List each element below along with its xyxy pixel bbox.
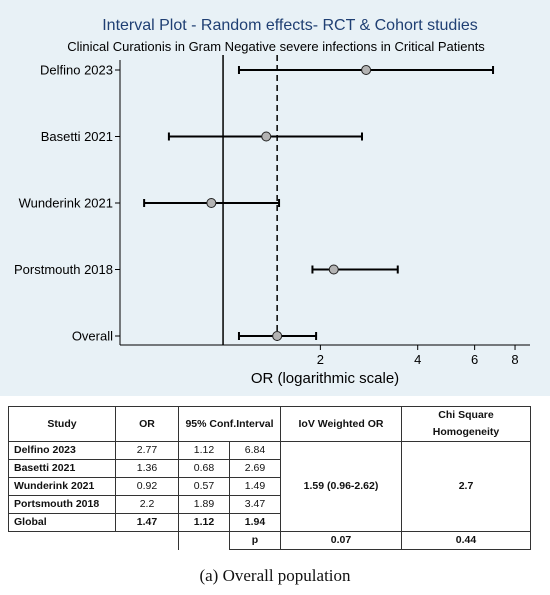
cell-or: 0.92: [115, 477, 179, 496]
header-conf-interval: 95% Conf.Interval: [178, 406, 281, 442]
point-estimate: [272, 331, 283, 341]
x-axis-label: OR (logarithmic scale): [251, 370, 399, 387]
cell-p-label: p: [228, 531, 282, 550]
header-study: Study: [8, 406, 116, 442]
point-estimate: [328, 264, 339, 275]
study-label: Wunderink 2021: [19, 196, 113, 211]
cell-ci-low: 1.12: [178, 441, 230, 460]
cell-or: 2.2: [115, 495, 179, 514]
x-tick-label: 8: [511, 352, 518, 367]
study-row: Wunderink 2021: [19, 196, 281, 211]
cell-p-chi: 0.44: [401, 531, 531, 550]
table-header-row: Study OR 95% Conf.Interval IoV Weighted …: [8, 406, 531, 442]
cell-study: Wunderink 2021: [8, 477, 116, 496]
x-tick-label: 2: [317, 352, 324, 367]
point-estimate: [206, 198, 217, 208]
cell-study: Portsmouth 2018: [8, 495, 116, 514]
cell-ci-high: 6.84: [228, 441, 282, 460]
point-estimate: [361, 65, 372, 75]
study-row: Overall: [72, 329, 318, 344]
cell-chi-square: 2.7: [401, 441, 531, 532]
cell-ci-low: 1.89: [178, 495, 230, 514]
cell-p-weighted: 0.07: [280, 531, 402, 550]
cell-ci-high: 2.69: [228, 459, 282, 478]
cell-ci-high: 3.47: [228, 495, 282, 514]
cell-ci-high: 1.94: [228, 513, 282, 532]
forest-plot: Interval Plot - Random effects- RCT & Co…: [14, 17, 530, 387]
cell-study: Basetti 2021: [8, 459, 116, 478]
blank-cell: [116, 532, 179, 550]
study-label: Basetti 2021: [41, 129, 113, 144]
forest-plot-panel: Interval Plot - Random effects- RCT & Co…: [0, 0, 550, 396]
cell-ci-low: 0.57: [178, 477, 230, 496]
chart-subtitle: Clinical Curationis in Gram Negative sev…: [67, 39, 485, 54]
study-row: Porstmouth 2018: [14, 262, 399, 277]
blank-cell: [178, 531, 230, 550]
cell-or: 1.36: [115, 459, 179, 478]
study-label: Delfino 2023: [40, 63, 113, 78]
cell-or: 1.47: [115, 513, 179, 532]
study-label: Overall: [72, 329, 113, 344]
table-row: Delfino 2023 2.77 1.12 6.84 1.59 (0.96-2…: [8, 441, 531, 532]
cell-ci-low: 0.68: [178, 459, 230, 478]
figure-caption: (a) Overall population: [199, 566, 351, 585]
header-or: OR: [115, 406, 179, 442]
x-tick-label: 4: [414, 352, 421, 367]
header-chi-square: Chi Square Homogeneity: [401, 406, 531, 442]
point-estimate: [261, 131, 272, 142]
cell-study: Delfino 2023: [8, 441, 116, 460]
cell-weighted-or: 1.59 (0.96-2.62): [280, 441, 402, 532]
header-iov-weighted-or: IoV Weighted OR: [280, 406, 402, 442]
study-row: Basetti 2021: [41, 129, 363, 144]
table-row-global: Global 1.47 1.12 1.94: [8, 513, 531, 532]
study-row: Delfino 2023: [40, 63, 495, 78]
table-row: Portsmouth 2018 2.2 1.89 3.47: [8, 495, 531, 514]
x-tick-label: 6: [471, 352, 478, 367]
cell-study: Global: [8, 513, 116, 532]
chart-title: Interval Plot - Random effects- RCT & Co…: [102, 17, 478, 34]
blank-cell: [9, 532, 116, 550]
study-label: Porstmouth 2018: [14, 262, 113, 277]
cell-ci-low: 1.12: [178, 513, 230, 532]
cell-ci-high: 1.49: [228, 477, 282, 496]
table-row-p: p 0.07 0.44: [9, 531, 531, 550]
summary-table: Study OR 95% Conf.Interval IoV Weighted …: [8, 406, 531, 550]
table-row: Wunderink 2021 0.92 0.57 1.49: [8, 477, 531, 496]
cell-or: 2.77: [115, 441, 179, 460]
